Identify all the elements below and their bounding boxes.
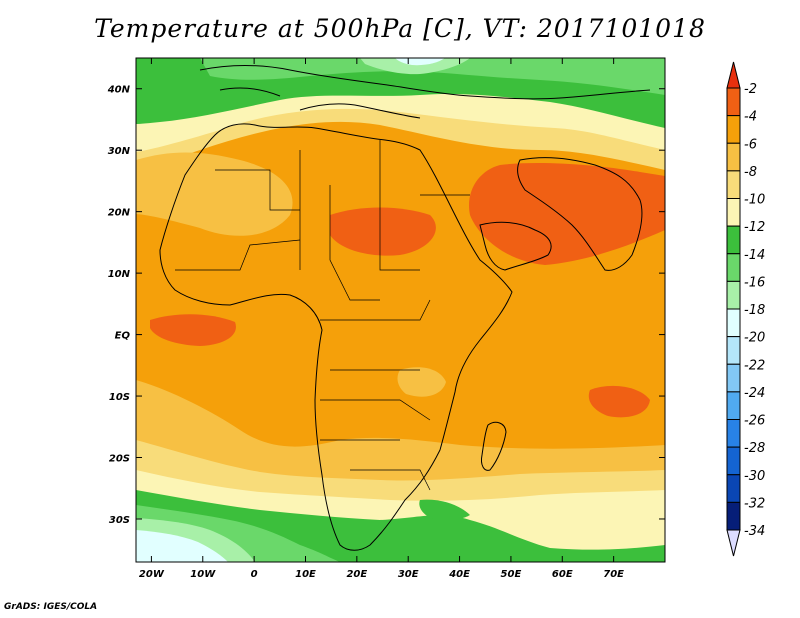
lon-label: 70E: [603, 569, 624, 580]
country-borders: [175, 140, 470, 491]
colorbar: -2 -4 -6 -8 -10 -12 -14 -16 -18 -20 -22 -24 -26 -28 -3…: [726, 61, 765, 557]
colorbar-swatch: [726, 501, 741, 531]
lon-label: 10E: [295, 569, 316, 580]
lat-label: 30S: [109, 515, 130, 526]
lat-label: 20S: [109, 454, 130, 465]
lat-label: 30N: [108, 146, 131, 157]
coastlines: [159, 65, 651, 551]
lon-label: 40E: [448, 569, 470, 580]
colorbar-swatch: [726, 336, 741, 365]
colorbar-label: -16: [744, 275, 765, 290]
lon-label: 20W: [139, 569, 165, 580]
colorbar-swatch: [726, 225, 741, 255]
colorbar-label: -8: [744, 165, 757, 180]
lon-label: 10W: [190, 569, 216, 580]
colorbar-label: -32: [744, 496, 765, 511]
colorbar-swatch: [726, 198, 741, 227]
credit-text: GrADS: IGES/COLA: [4, 602, 98, 612]
temperature-field: [136, 58, 665, 562]
colorbar-label: -2: [744, 82, 757, 97]
colorbar-label: -4: [744, 110, 757, 125]
lon-label: 60E: [552, 569, 573, 580]
map-title: Temperature at 500hPa [C], VT: 201710101…: [94, 14, 706, 43]
colorbar-swatch: [726, 363, 741, 393]
lon-label: 20E: [346, 569, 367, 580]
colorbar-swatch: [726, 308, 741, 338]
lat-label: 10S: [109, 392, 130, 403]
lat-label: 20N: [108, 208, 131, 219]
colorbar-label: -10: [744, 193, 765, 208]
colorbar-label: -34: [744, 524, 765, 539]
colorbar-label: -30: [744, 469, 765, 484]
colorbar-swatch: [726, 253, 741, 282]
colorbar-label: -6: [744, 137, 757, 152]
colorbar-label: -22: [744, 358, 765, 373]
colorbar-label: -18: [744, 303, 765, 318]
lon-label: 50E: [501, 569, 522, 580]
colorbar-swatch: [726, 419, 741, 448]
longitude-axis: 20W 10W 0 10E 20E 30E 40E 50E 60E 70E: [139, 58, 624, 580]
colorbar-swatch: [726, 474, 741, 503]
colorbar-swatch: [726, 115, 741, 144]
colorbar-label: -20: [744, 331, 765, 346]
colorbar-swatch: [726, 142, 741, 172]
lat-label: EQ: [115, 331, 131, 342]
colorbar-swatch: [726, 87, 741, 117]
colorbar-label: -26: [744, 414, 765, 429]
colorbar-swatch: [726, 170, 741, 199]
colorbar-label: -28: [744, 441, 765, 456]
colorbar-label: -24: [744, 386, 765, 401]
colorbar-swatch: [726, 280, 741, 310]
lon-label: 0: [251, 569, 258, 580]
colorbar-swatch: [726, 391, 741, 420]
colorbar-top-arrow: [726, 61, 741, 89]
lat-label: 40N: [107, 85, 131, 96]
lon-label: 30E: [398, 569, 419, 580]
latitude-axis: 40N 30N 20N 10N EQ 10S 20S 30S: [107, 85, 665, 526]
colorbar-swatch: [726, 446, 741, 476]
colorbar-label: -14: [744, 248, 765, 263]
colorbar-label: -12: [744, 220, 765, 235]
colorbar-bottom-arrow: [726, 529, 741, 557]
lat-label: 10N: [108, 269, 131, 280]
